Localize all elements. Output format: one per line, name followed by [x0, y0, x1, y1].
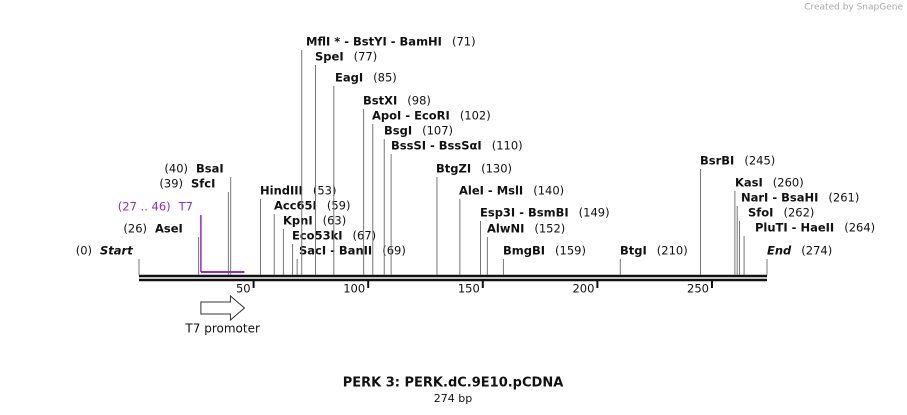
- ruler-label: 100: [343, 282, 365, 296]
- site-name: BtgI: [620, 244, 647, 258]
- site-name: Eco53kI: [292, 229, 343, 243]
- site-position: (245): [744, 154, 775, 168]
- ruler-label: 200: [572, 282, 594, 296]
- site-name: KasI: [735, 176, 763, 190]
- site-position: (264): [844, 221, 875, 235]
- site-position: (159): [555, 244, 586, 258]
- site-name: Acc65I: [274, 199, 317, 213]
- site-position: (40): [164, 162, 188, 176]
- site-position: (59): [327, 199, 351, 213]
- site-name: BstXI: [363, 94, 397, 108]
- site-position: (77): [354, 50, 378, 64]
- site-position: (210): [657, 244, 688, 258]
- site-name: MflI * - BstYI - BamHI: [306, 35, 442, 49]
- site-name: KpnI: [283, 214, 313, 228]
- site-position: (140): [533, 184, 564, 198]
- ruler-label: 150: [458, 282, 480, 296]
- site-position: (26): [123, 222, 147, 236]
- ruler-label: 250: [687, 282, 709, 296]
- site-position: (110): [492, 139, 523, 153]
- site-position: (53): [313, 184, 337, 198]
- site-position: (63): [323, 214, 347, 228]
- site-position: (67): [353, 229, 377, 243]
- ruler-label: 50: [236, 282, 251, 296]
- promoter-arrow: [200, 294, 246, 322]
- site-position: (98): [407, 94, 431, 108]
- site-name: AleI - MslI: [459, 184, 523, 198]
- site-name: Esp3I - BsmBI: [480, 206, 569, 220]
- site-position: (130): [481, 162, 512, 176]
- site-name: End: [767, 244, 792, 258]
- site-position: (39): [159, 177, 183, 191]
- site-name: AlwNI: [487, 222, 524, 236]
- site-name: BssSI - BssSαI: [391, 139, 482, 153]
- site-position: (71): [452, 35, 476, 49]
- promoter-label: T7 promoter: [184, 322, 260, 336]
- site-name: SfcI: [191, 177, 215, 191]
- site-name: BsrBI: [700, 154, 734, 168]
- site-name: NarI - BsaHI: [741, 191, 818, 205]
- site-name: Start: [100, 244, 133, 258]
- site-position: (85): [373, 71, 397, 85]
- site-name: HindIII: [260, 184, 303, 198]
- map-title: PERK 3: PERK.dC.9E10.pCDNA: [343, 376, 564, 391]
- site-name: BsaI: [196, 162, 224, 176]
- site-position: (149): [579, 206, 610, 220]
- site-name: SacI - BanII: [299, 244, 372, 258]
- length-label: 274 bp: [434, 392, 472, 405]
- site-position: (152): [534, 222, 565, 236]
- site-name: EagI: [335, 71, 363, 85]
- site-name: SfoI: [748, 206, 773, 220]
- site-position: (102): [460, 109, 491, 123]
- site-name: BsgI: [384, 124, 412, 138]
- credit: Created by SnapGene: [804, 3, 903, 13]
- site-position: (261): [828, 191, 859, 205]
- site-position: (0): [76, 244, 92, 258]
- site-name: AseI: [155, 222, 183, 236]
- feature-range: (27 .. 46): [118, 200, 171, 214]
- site-name: SpeI: [315, 50, 344, 64]
- site-position: (274): [801, 244, 832, 258]
- site-name: BmgBI: [503, 244, 545, 258]
- site-position: (107): [422, 124, 453, 138]
- site-name: ApoI - EcoRI: [372, 109, 450, 123]
- feature-name: T7: [178, 200, 193, 214]
- site-name: BtgZI: [436, 162, 471, 176]
- site-name: PluTI - HaeII: [755, 221, 834, 235]
- site-position: (69): [382, 244, 406, 258]
- site-position: (262): [783, 206, 814, 220]
- site-position: (260): [773, 176, 804, 190]
